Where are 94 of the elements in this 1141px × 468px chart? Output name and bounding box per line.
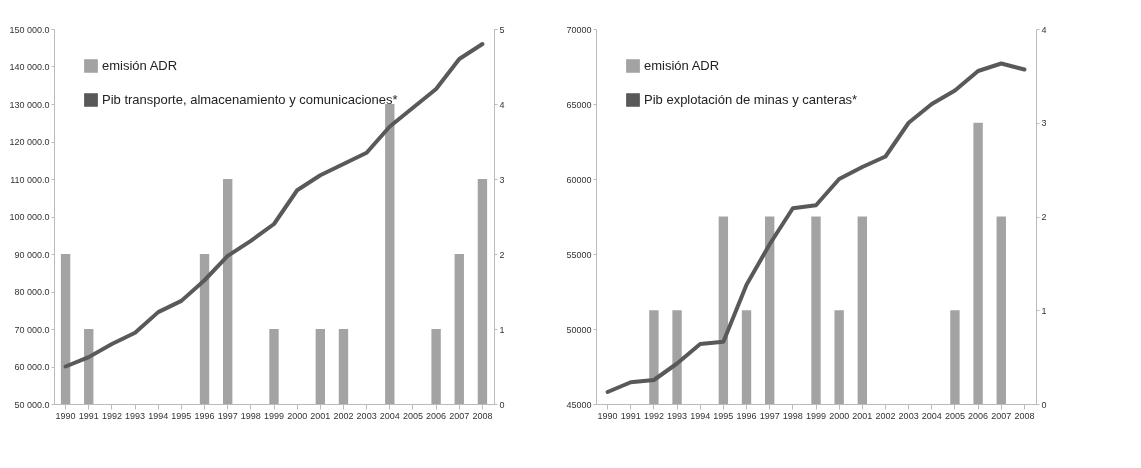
y-tick-label: 45000 — [566, 399, 592, 410]
y-tick-label: 80 000.0 — [14, 287, 50, 297]
bar — [973, 122, 983, 404]
y2-tick-label: 3 — [499, 174, 505, 185]
y2-tick-label: 2 — [499, 249, 505, 260]
x-tick-label: 1999 — [805, 410, 827, 421]
x-tick-label: 2008 — [1014, 410, 1035, 421]
legend-label: Pib explotación de minas y canteras* — [644, 92, 858, 107]
x-tick-label: 1997 — [759, 410, 780, 421]
bar — [672, 310, 682, 404]
bar — [60, 254, 71, 404]
bar — [338, 329, 349, 404]
x-tick-label: 2006 — [426, 410, 447, 421]
x-tick-label: 1992 — [101, 410, 122, 421]
y2-tick-label: 4 — [499, 99, 505, 110]
x-tick-label: 2004 — [379, 410, 400, 421]
x-tick-label: 1998 — [240, 410, 261, 421]
bar — [269, 329, 279, 404]
y-tick-label: 60 000.0 — [14, 362, 50, 372]
x-tick-label: 2002 — [333, 410, 354, 421]
y2-tick-label: 0 — [1041, 399, 1047, 410]
y-tick-label: 130 000.0 — [9, 99, 50, 110]
x-tick-label: 1991 — [78, 410, 99, 421]
y-tick-label: 110 000.0 — [10, 174, 50, 185]
y-tick-label: 55000 — [566, 249, 592, 260]
y-tick-label: 50000 — [566, 324, 592, 335]
x-tick-label: 2002 — [875, 410, 896, 421]
y-tick-label: 65000 — [566, 99, 592, 110]
bar — [764, 216, 775, 404]
bar — [477, 179, 488, 404]
legend-label: emisión ADR — [102, 58, 178, 73]
bar — [199, 254, 210, 404]
y-tick-label: 70 000.0 — [14, 324, 50, 335]
x-tick-label: 2000 — [287, 410, 308, 421]
y2-tick-label: 1 — [499, 324, 505, 335]
y2-tick-label: 0 — [499, 399, 505, 410]
x-tick-label: 2004 — [921, 410, 942, 421]
x-tick-label: 1990 — [55, 410, 76, 421]
bar — [431, 329, 441, 404]
x-tick-label: 2005 — [944, 410, 965, 421]
bar — [385, 104, 395, 404]
x-tick-label: 1991 — [620, 410, 641, 421]
x-tick-label: 1999 — [263, 410, 285, 421]
y-tick-label: 70000 — [566, 24, 592, 35]
x-tick-label: 2000 — [829, 410, 850, 421]
x-tick-label: 1993 — [667, 410, 688, 421]
bar — [315, 329, 326, 404]
x-tick-label: 1995 — [171, 410, 192, 421]
x-tick-label: 2001 — [852, 410, 873, 421]
y2-tick-label: 3 — [1041, 118, 1047, 129]
legend-label: Pib transporte, almacenamiento y comunicaciones* — [102, 92, 398, 107]
bar — [834, 310, 844, 404]
x-tick-label: 2001 — [310, 410, 331, 421]
x-tick-label: 1998 — [782, 410, 803, 421]
x-tick-label: 2003 — [356, 410, 377, 421]
x-tick-label: 2006 — [968, 410, 989, 421]
x-tick-label: 2003 — [898, 410, 919, 421]
x-tick-label: 1994 — [148, 410, 169, 421]
x-tick-label: 1997 — [217, 410, 238, 421]
bar — [649, 310, 659, 404]
bar — [718, 216, 729, 404]
y-tick-label: 60000 — [566, 174, 592, 185]
x-tick-label: 1994 — [690, 410, 711, 421]
bar — [84, 329, 94, 404]
y2-tick-label: 4 — [1041, 24, 1047, 35]
x-tick-label: 1990 — [597, 410, 618, 421]
y-tick-label: 150 000.0 — [9, 24, 50, 35]
bar — [741, 310, 752, 404]
bar — [857, 216, 868, 404]
x-tick-label: 2005 — [402, 410, 423, 421]
x-tick-label: 2007 — [991, 410, 1012, 421]
x-tick-label: 2008 — [472, 410, 493, 421]
bar — [811, 216, 821, 404]
bar — [222, 179, 233, 404]
y-tick-label: 90 000.0 — [14, 249, 50, 260]
legend-label: emisión ADR — [644, 58, 720, 73]
x-tick-label: 2007 — [449, 410, 470, 421]
x-tick-label: 1995 — [713, 410, 734, 421]
y-tick-label: 50 000.0 — [14, 399, 50, 410]
x-tick-label: 1993 — [125, 410, 146, 421]
x-tick-label: 1996 — [736, 410, 757, 421]
x-tick-label: 1996 — [194, 410, 215, 421]
y-tick-label: 100 000.0 — [9, 212, 50, 222]
x-tick-label: 1992 — [643, 410, 664, 421]
y2-tick-label: 2 — [1041, 212, 1047, 222]
y-tick-label: 140 000.0 — [9, 62, 50, 72]
bar — [996, 216, 1006, 404]
y2-tick-label: 1 — [1041, 305, 1047, 316]
y2-tick-label: 5 — [499, 24, 505, 35]
bar — [950, 310, 960, 404]
y-tick-label: 120 000.0 — [9, 137, 50, 147]
line-series — [63, 42, 485, 369]
bar — [454, 254, 464, 404]
line-series — [605, 61, 1027, 394]
